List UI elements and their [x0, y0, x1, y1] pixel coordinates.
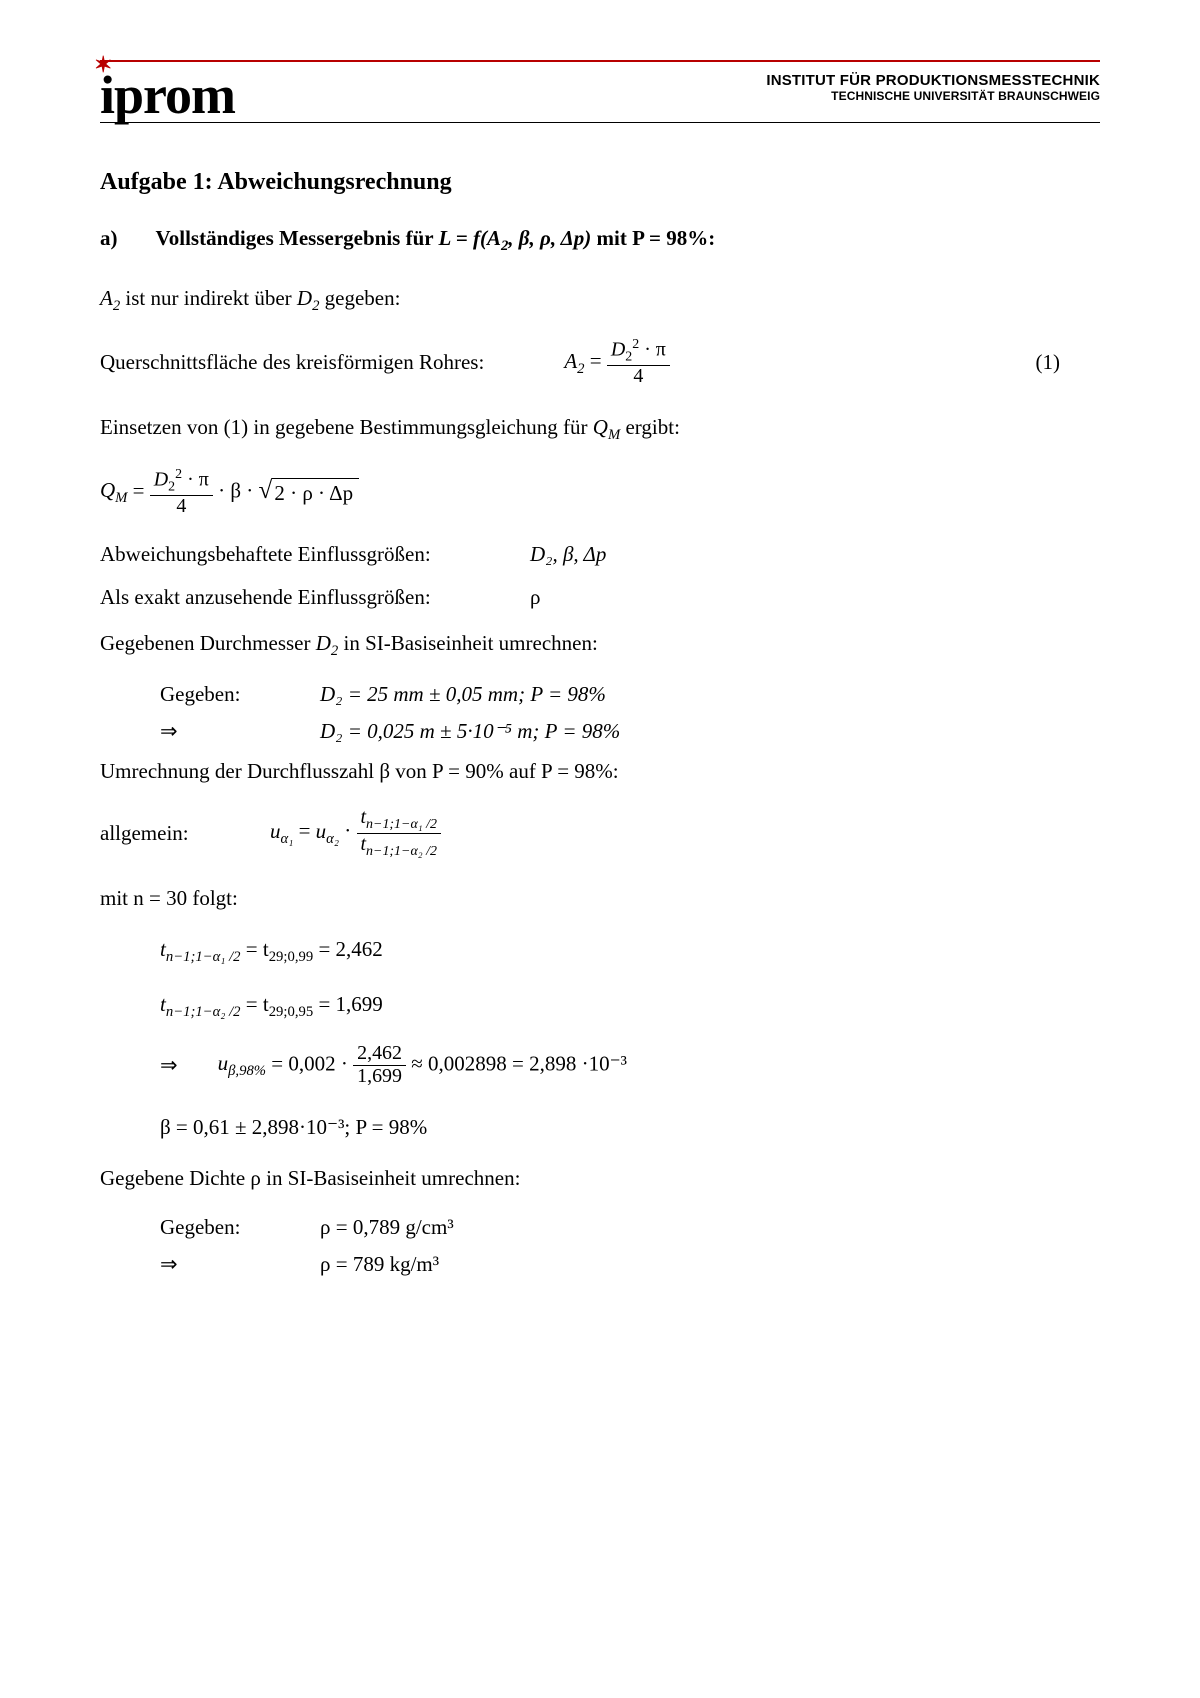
- equation-qm: QM = D22 · π 4 · β · √2 · ρ · Δp: [100, 467, 1100, 518]
- equation-allgemein: allgemein: uα₁ = uα₂ · tn−1;1−α₁ /2 tn−1…: [100, 807, 1100, 859]
- section-a-heading: a) Vollständiges Messergebnis für L = f(…: [100, 226, 1100, 255]
- arrow-icon: ⇒: [160, 1252, 320, 1277]
- logo-text: iprom: [100, 65, 235, 125]
- section-heading-text: Vollständiges Messergebnis für L = f(A2,…: [156, 226, 716, 255]
- para-rho-si: Gegebene Dichte ρ in SI-Basiseinheit umr…: [100, 1163, 1100, 1195]
- eq1-formula: A2 = D22 · π 4: [564, 337, 670, 388]
- equation-ub: ⇒ uβ,98% = 0,002 · 2,4621,699 ≈ 0,002898…: [160, 1043, 1100, 1088]
- given-rho-kgm3: ⇒ ρ = 789 kg/m³: [160, 1252, 1100, 1277]
- beta-result: β = 0,61 ± 2,898·10⁻³; P = 98%: [160, 1112, 1100, 1144]
- institute-line-1: INSTITUT FÜR PRODUKTIONSMESSTECHNIK: [766, 72, 1100, 89]
- para-d2-si: Gegebenen Durchmesser D2 in SI-Basiseinh…: [100, 628, 1100, 662]
- given-d2-m: ⇒ D₂ = 0,025 m ± 5·10⁻⁵ m; P = 98%: [160, 719, 1100, 744]
- eq1-label: Querschnittsfläche des kreisförmigen Roh…: [100, 350, 484, 375]
- influencing-errored: Abweichungsbehaftete Einflussgrößen: D₂,…: [100, 542, 1100, 567]
- logo: ✶ iprom: [100, 64, 235, 122]
- arrow-icon: ⇒: [160, 1053, 178, 1078]
- para-n30: mit n = 30 folgt:: [100, 883, 1100, 915]
- page-title: Aufgabe 1: Abweichungsrechnung: [100, 169, 1100, 196]
- given-rho-gcm3: Gegeben: ρ = 0,789 g/cm³: [160, 1215, 1100, 1240]
- section-label: a): [100, 226, 118, 255]
- eq1-number: (1): [1036, 350, 1101, 375]
- given-d2-mm: Gegeben: D₂ = 25 mm ± 0,05 mm; P = 98%: [160, 682, 1100, 707]
- institute-line-2: TECHNISCHE UNIVERSITÄT BRAUNSCHWEIG: [766, 89, 1100, 103]
- eq-ub-formula: uβ,98% = 0,002 · 2,4621,699 ≈ 0,002898 =…: [218, 1043, 627, 1088]
- para-a2-indirect: A2 ist nur indirekt über D2 gegeben:: [100, 283, 1100, 317]
- t-value-2: tn−1;1−α₂ /2 = t29;0,95 = 1,699: [160, 989, 1100, 1023]
- influencing-exact: Als exakt anzusehende Einflussgrößen: ρ: [100, 585, 1100, 610]
- institute-block: INSTITUT FÜR PRODUKTIONSMESSTECHNIK TECH…: [766, 64, 1100, 103]
- logo-star-icon: ✶: [94, 54, 111, 76]
- para-beta-convert: Umrechnung der Durchflusszahl β von P = …: [100, 756, 1100, 788]
- eq-allgemein-formula: uα₁ = uα₂ · tn−1;1−α₁ /2 tn−1;1−α₂ /2: [270, 807, 441, 859]
- para-einsetzen: Einsetzen von (1) in gegebene Bestimmung…: [100, 412, 1100, 446]
- page-header: ✶ iprom INSTITUT FÜR PRODUKTIONSMESSTECH…: [100, 64, 1100, 123]
- t-value-1: tn−1;1−α₁ /2 = t29;0,99 = 2,462: [160, 934, 1100, 968]
- eq-qm-formula: QM = D22 · π 4 · β · √2 · ρ · Δp: [100, 467, 359, 518]
- arrow-icon: ⇒: [160, 719, 320, 744]
- equation-1: Querschnittsfläche des kreisförmigen Roh…: [100, 337, 1100, 388]
